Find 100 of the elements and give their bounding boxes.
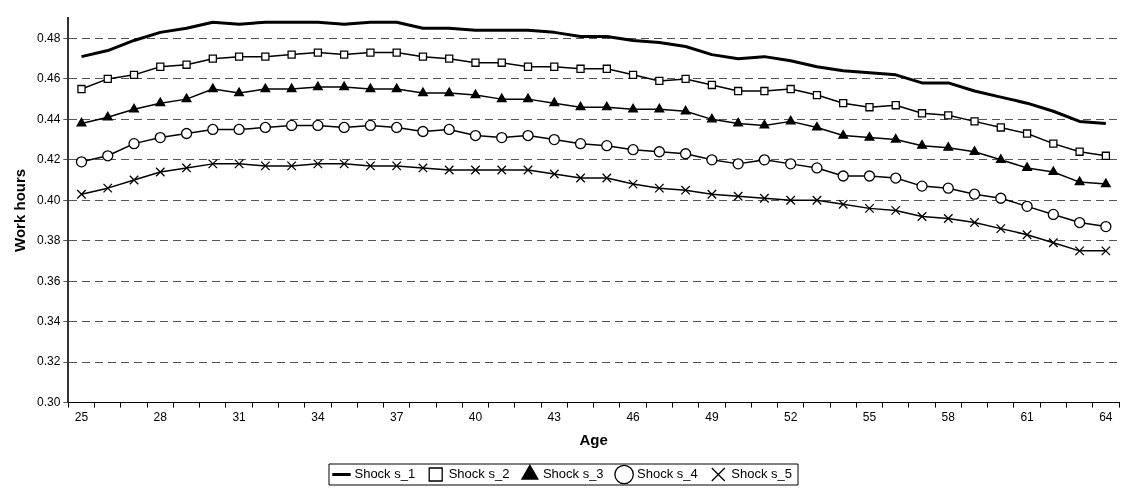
point xyxy=(628,179,638,189)
point xyxy=(680,185,691,196)
point xyxy=(706,113,717,123)
point xyxy=(654,103,665,113)
point xyxy=(156,62,165,71)
point xyxy=(418,163,428,173)
point xyxy=(129,103,139,113)
point xyxy=(917,140,927,149)
point xyxy=(339,158,350,169)
point xyxy=(759,193,770,204)
point xyxy=(285,119,298,132)
point xyxy=(1022,129,1032,138)
point xyxy=(995,192,1007,204)
point xyxy=(365,83,376,93)
x-tick-label: 49 xyxy=(705,410,719,425)
point xyxy=(602,64,611,73)
point xyxy=(391,121,403,134)
point xyxy=(523,165,533,175)
x-tick-label: 43 xyxy=(547,410,562,425)
point xyxy=(522,129,534,142)
y-tick-label: 0.42 xyxy=(37,152,61,167)
point xyxy=(549,169,560,179)
point xyxy=(234,52,244,61)
point xyxy=(392,48,401,57)
point xyxy=(550,62,559,71)
point xyxy=(706,154,718,166)
point xyxy=(75,156,88,168)
point xyxy=(995,154,1006,163)
point xyxy=(1047,208,1059,221)
point xyxy=(445,54,454,63)
point xyxy=(837,170,849,182)
point xyxy=(312,81,323,91)
point xyxy=(812,195,822,206)
point xyxy=(576,64,585,73)
point xyxy=(207,158,218,169)
x-tick-label: 55 xyxy=(862,410,877,425)
point xyxy=(970,117,979,126)
point xyxy=(1021,200,1033,212)
point xyxy=(312,158,323,169)
point xyxy=(129,70,139,80)
legend-label: Shock s_4 xyxy=(637,466,698,482)
point xyxy=(496,165,507,175)
point xyxy=(286,83,297,93)
x-tick-label: 61 xyxy=(1020,410,1035,425)
point xyxy=(732,158,744,170)
point xyxy=(1048,166,1059,176)
point xyxy=(418,52,428,61)
legend-label: Shock s_2 xyxy=(448,466,510,482)
point xyxy=(76,117,87,127)
point xyxy=(890,172,902,184)
point xyxy=(943,213,954,224)
point xyxy=(759,119,770,129)
point xyxy=(627,144,639,156)
point xyxy=(1022,229,1032,240)
x-tick-label: 25 xyxy=(74,410,89,425)
y-tick-label: 0.46 xyxy=(37,71,61,86)
point xyxy=(811,162,823,174)
point xyxy=(575,173,586,183)
point xyxy=(864,203,875,214)
point xyxy=(444,165,455,175)
point xyxy=(77,84,86,94)
y-tick-label: 0.38 xyxy=(37,233,61,248)
point xyxy=(969,146,980,155)
point xyxy=(706,189,717,200)
point xyxy=(655,76,664,86)
point xyxy=(917,109,927,118)
point xyxy=(996,123,1005,132)
point xyxy=(601,173,612,183)
legend-label: Shock s_5 xyxy=(731,466,793,482)
x-tick-label: 31 xyxy=(232,410,247,425)
y-tick-label: 0.34 xyxy=(37,313,61,328)
point xyxy=(154,131,166,144)
point xyxy=(443,123,455,136)
x-tick-label: 64 xyxy=(1099,410,1113,425)
point xyxy=(1049,139,1058,148)
point xyxy=(417,87,428,97)
point xyxy=(286,161,297,171)
point xyxy=(391,161,402,171)
point xyxy=(233,123,245,136)
point xyxy=(313,48,323,57)
point xyxy=(758,154,771,166)
point xyxy=(1074,176,1085,186)
legend-label: Shock s_1 xyxy=(354,466,416,482)
x-axis-title: Age xyxy=(579,431,608,449)
point xyxy=(1100,245,1111,256)
y-axis-title: Work hours xyxy=(11,168,29,252)
point xyxy=(469,129,482,142)
point xyxy=(628,103,639,113)
point xyxy=(287,50,296,59)
x-tick-label: 40 xyxy=(468,410,483,425)
point xyxy=(497,58,506,67)
point xyxy=(865,103,874,112)
point xyxy=(812,90,822,100)
point xyxy=(760,86,769,96)
point xyxy=(891,101,900,110)
point xyxy=(811,121,822,131)
point xyxy=(944,111,953,120)
point xyxy=(785,158,797,170)
y-tick-label: 0.30 xyxy=(37,394,61,409)
point xyxy=(207,83,218,93)
